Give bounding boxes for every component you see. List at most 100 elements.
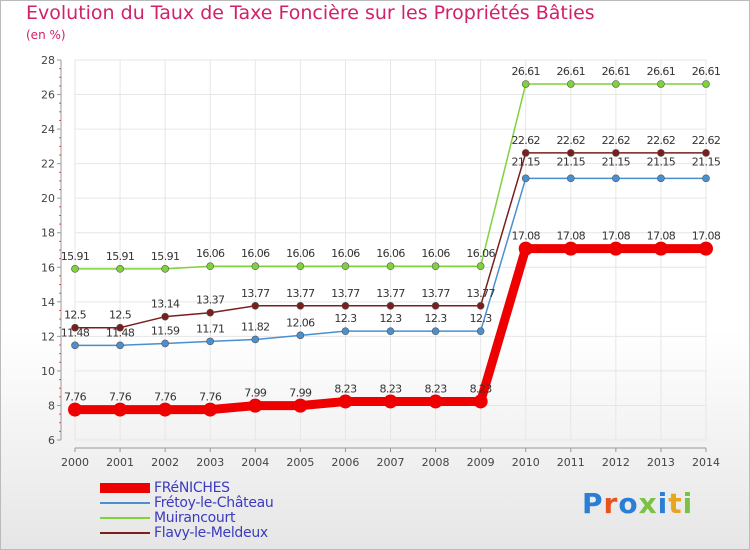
data-label: 22.62 (647, 134, 676, 147)
data-label: 21.15 (557, 155, 586, 168)
data-point (338, 394, 353, 409)
data-label: 16.06 (466, 247, 495, 260)
data-label: 7.76 (199, 391, 222, 404)
data-label: 12.3 (425, 312, 448, 325)
data-label: 8.23 (425, 382, 448, 395)
brand-letter: t (668, 487, 683, 520)
legend-label: Flavy-le-Meldeux (154, 524, 268, 541)
data-point (521, 80, 530, 88)
data-point (296, 301, 305, 310)
data-label: 17.08 (602, 230, 631, 243)
brand-letter: P (582, 487, 604, 520)
y-tick-label: 22 (41, 158, 55, 171)
y-tick-label: 18 (41, 227, 55, 240)
brand-letter: o (618, 487, 639, 520)
data-label: 11.82 (241, 320, 270, 333)
data-point (386, 327, 395, 335)
data-point (476, 301, 485, 310)
x-tick-label: 2003 (196, 456, 224, 469)
data-label: 21.15 (602, 155, 631, 168)
y-tick-label: 16 (41, 261, 55, 274)
data-point (383, 394, 398, 409)
data-point (566, 80, 575, 88)
data-label: 26.61 (602, 65, 631, 78)
data-label: 16.06 (286, 247, 315, 260)
legend-item: Frétoy-le-Château (100, 495, 274, 511)
chart-title: Evolution du Taux de Taxe Foncière sur l… (26, 2, 595, 24)
legend-swatch (100, 501, 150, 504)
data-label: 16.06 (196, 247, 225, 260)
data-label: 17.08 (557, 230, 586, 243)
data-label: 8.23 (334, 382, 357, 395)
x-tick-label: 2010 (512, 456, 540, 469)
data-label: 16.06 (241, 247, 270, 260)
data-label: 26.61 (647, 65, 676, 78)
data-point (71, 265, 79, 273)
data-point (473, 394, 488, 409)
x-tick-label: 2000 (61, 456, 89, 469)
data-point (116, 323, 124, 332)
legend-label: Muirancourt (154, 509, 236, 526)
data-point (476, 327, 485, 335)
x-tick-label: 2014 (692, 456, 720, 469)
data-point (296, 331, 305, 340)
data-label: 22.62 (602, 134, 631, 147)
data-label: 13.77 (241, 287, 270, 300)
data-label: 12.06 (286, 316, 315, 329)
data-label: 11.59 (151, 324, 180, 337)
data-label: 12.5 (109, 309, 132, 322)
data-point (161, 312, 169, 321)
data-point (341, 301, 350, 310)
data-point (386, 301, 395, 310)
data-label: 7.76 (154, 391, 177, 404)
data-label: 16.06 (421, 247, 450, 260)
data-point (386, 262, 395, 271)
data-label: 7.99 (244, 387, 267, 400)
data-point (612, 174, 620, 183)
data-label: 16.06 (331, 247, 360, 260)
data-label: 13.77 (376, 287, 405, 300)
legend-item: Muirancourt (100, 509, 273, 526)
data-point (161, 339, 169, 348)
data-point (251, 301, 260, 310)
data-point (612, 149, 620, 157)
data-label: 12.3 (379, 312, 402, 325)
data-point (161, 265, 169, 273)
data-label: 13.14 (151, 298, 180, 311)
data-point (158, 402, 173, 417)
y-axis-unit: (en %) (26, 28, 66, 42)
data-point (206, 308, 215, 317)
data-point (116, 341, 124, 350)
x-tick-label: 2001 (106, 456, 134, 469)
data-label: 13.77 (466, 287, 495, 300)
data-point (431, 262, 440, 271)
y-tick-label: 14 (41, 296, 55, 309)
data-point (293, 398, 308, 413)
brand-letter: r (603, 487, 619, 520)
data-point (566, 174, 575, 183)
data-point (116, 265, 124, 273)
data-point (431, 301, 440, 310)
data-label: 11.48 (61, 326, 90, 339)
y-tick-label: 28 (41, 54, 55, 67)
x-tick-label: 2013 (647, 456, 675, 469)
x-tick-label: 2005 (286, 456, 314, 469)
data-point (251, 335, 260, 344)
data-point (248, 398, 263, 413)
data-point (341, 327, 350, 335)
data-label: 17.08 (692, 230, 721, 243)
data-label: 26.61 (557, 65, 586, 78)
data-point (71, 341, 79, 350)
data-label: 26.61 (511, 65, 540, 78)
data-point (702, 149, 710, 157)
data-label: 16.06 (376, 247, 405, 260)
data-point (203, 402, 218, 417)
data-point (702, 80, 710, 88)
y-tick-label: 12 (41, 330, 55, 343)
data-label: 17.08 (511, 230, 540, 243)
data-label: 26.61 (692, 65, 721, 78)
data-label: 17.08 (647, 230, 676, 243)
x-tick-label: 2012 (602, 456, 630, 469)
y-tick-label: 20 (41, 192, 55, 205)
legend-item: FRéNICHES (100, 480, 273, 496)
